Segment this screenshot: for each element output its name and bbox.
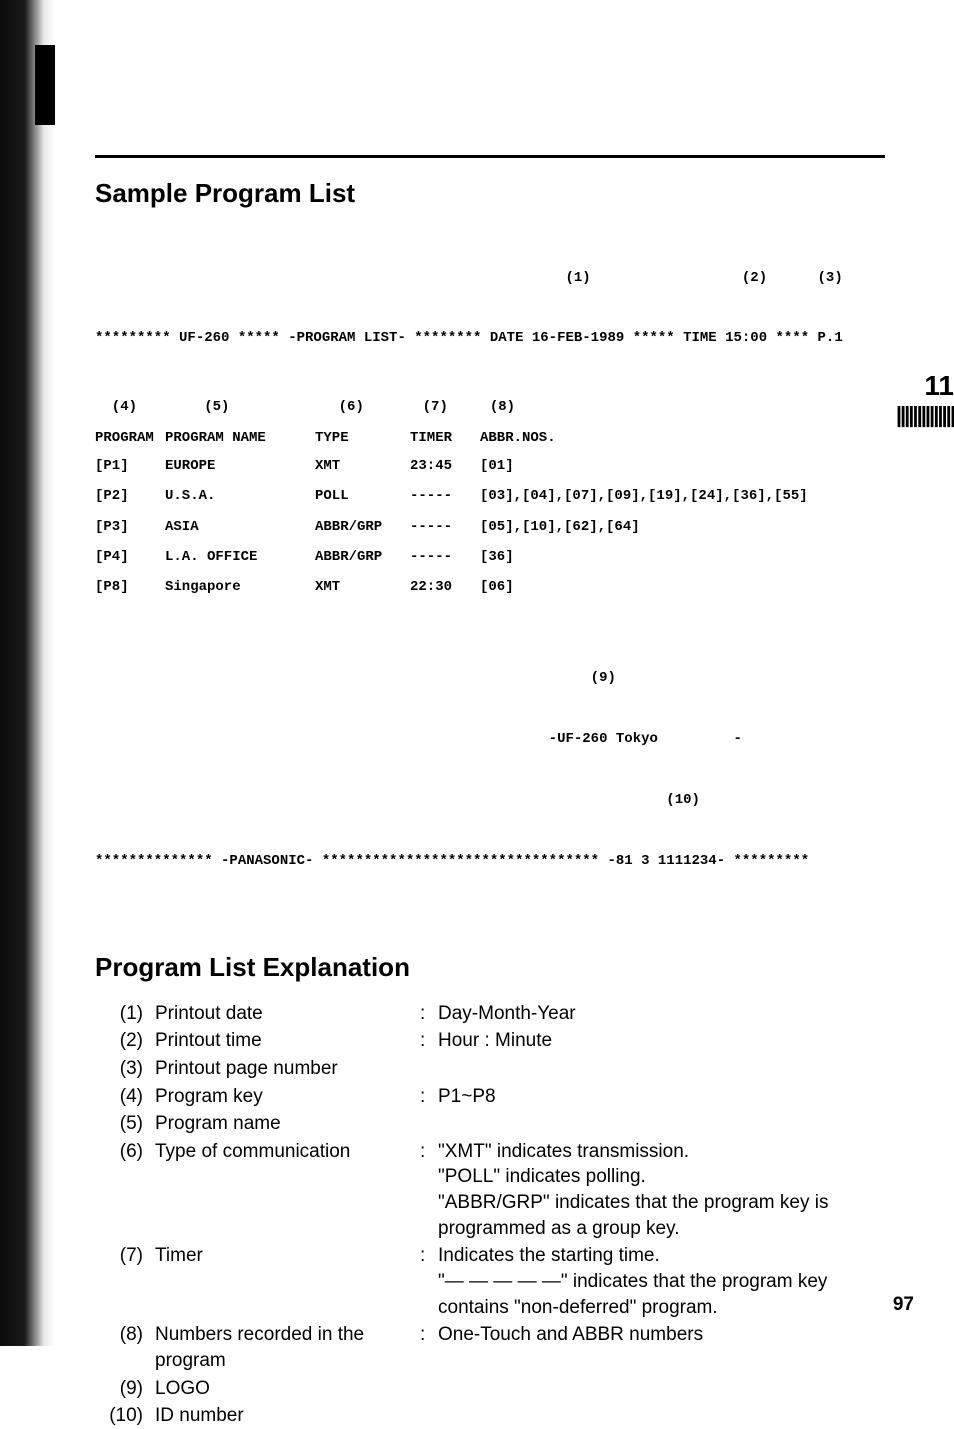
page-number: 97 [893,1294,914,1316]
col-head-abbr: ABBR.NOS. [480,428,885,448]
explanation-row: (8)Numbers recorded in the program:One-T… [95,1322,885,1373]
explanation-num: (10) [95,1403,155,1429]
cell-timer: 22:30 [410,577,480,597]
cell-type: ABBR/GRP [315,517,410,537]
cell-type: ABBR/GRP [315,547,410,567]
explanation-num: (4) [95,1084,155,1110]
explanation-value: Day-Month-Year [438,1001,885,1027]
side-tab-number: 11 [896,370,954,402]
explanation-num: (1) [95,1001,155,1027]
explanation-num: (6) [95,1139,155,1165]
explanation-label: Printout time [155,1028,420,1054]
explanation-colon: : [420,1243,438,1269]
id-tag: (10) [95,790,885,810]
cell-abbr: [06] [480,577,885,597]
explanation-row: (4)Program key:P1~P8 [95,1084,885,1110]
cell-abbr: [03],[04],[07],[09],[19],[24],[36],[55] [480,486,885,506]
table-body: [P1]EUROPEXMT23:45[01][P2]U.S.A.POLL----… [95,456,885,597]
top-rule [95,155,885,158]
id-line: ************** -PANASONIC- *************… [95,851,885,871]
explanation-value: One-Touch and ABBR numbers [438,1322,885,1348]
explanation-row: (2)Printout time:Hour : Minute [95,1028,885,1054]
logo-tag: (9) [95,668,885,688]
explanation-label: ID number [155,1403,420,1429]
explanation-num: (7) [95,1243,155,1269]
cell-abbr: [36] [480,547,885,567]
explanation-colon: : [420,1322,438,1348]
cell-type: POLL [315,486,410,506]
explanation-num: (8) [95,1322,155,1348]
explanation-row: (5)Program name [95,1111,885,1137]
explanation-label: Type of communication [155,1139,420,1165]
cell-type: XMT [315,577,410,597]
side-tab-bars: |||||||||||||| [896,402,954,428]
explanation-row: (10)ID number [95,1403,885,1429]
header-banner: ********* UF-260 ***** -PROGRAM LIST- **… [95,328,885,348]
cell-name: L.A. OFFICE [165,547,315,567]
explanation-value: "XMT" indicates transmission."POLL" indi… [438,1139,885,1242]
explanation-row: (7)Timer:Indicates the starting time."— … [95,1243,885,1320]
explanation-value: P1~P8 [438,1084,885,1110]
explanation-row: (3)Printout page number [95,1056,885,1082]
cell-name: EUROPE [165,456,315,476]
col-head-name: PROGRAM NAME [165,428,315,448]
explanation-colon: : [420,1028,438,1054]
title-explanation: Program List Explanation [95,952,885,983]
table-row: [P3]ASIAABBR/GRP-----[05],[10],[62],[64] [95,517,885,537]
explanation-row: (9)LOGO [95,1376,885,1402]
col-head-program: PROGRAM [95,428,165,448]
explanation-label: Numbers recorded in the program [155,1322,420,1373]
cell-abbr: [01] [480,456,885,476]
explanation-num: (3) [95,1056,155,1082]
cell-program: [P4] [95,547,165,567]
cell-timer: ----- [410,517,480,537]
page-content: Sample Program List (1) (2) (3) ********… [95,155,885,1429]
cell-name: ASIA [165,517,315,537]
cell-program: [P1] [95,456,165,476]
header-markers: (1) (2) (3) [95,268,885,288]
explanation-label: Program key [155,1084,420,1110]
explanation-num: (2) [95,1028,155,1054]
title-sample: Sample Program List [95,178,885,209]
cell-name: U.S.A. [165,486,315,506]
table-row: [P2]U.S.A.POLL-----[03],[04],[07],[09],[… [95,486,885,506]
table-row: [P1]EUROPEXMT23:45[01] [95,456,885,476]
cell-timer: ----- [410,486,480,506]
explanation-label: LOGO [155,1376,420,1402]
side-tab: 11 |||||||||||||| [896,370,954,428]
cell-program: [P8] [95,577,165,597]
scan-binding-shadow [0,0,55,1346]
logo-line: -UF-260 Tokyo - [95,729,885,749]
explanation-row: (6)Type of communication:"XMT" indicates… [95,1139,885,1242]
table-row: [P4]L.A. OFFICEABBR/GRP-----[36] [95,547,885,567]
explanation-list: (1)Printout date:Day-Month-Year(2)Printo… [95,1001,885,1429]
explanation-colon: : [420,1001,438,1027]
cell-program: [P3] [95,517,165,537]
printout-footer: (9) -UF-260 Tokyo - (10) ************** … [95,627,885,911]
cell-name: Singapore [165,577,315,597]
table-header-row: PROGRAM PROGRAM NAME TYPE TIMER ABBR.NOS… [95,428,885,448]
explanation-label: Timer [155,1243,420,1269]
cell-timer: 23:45 [410,456,480,476]
cell-program: [P2] [95,486,165,506]
table-row: [P8]SingaporeXMT22:30[06] [95,577,885,597]
explanation-num: (5) [95,1111,155,1137]
printout-block: (1) (2) (3) ********* UF-260 ***** -PROG… [95,227,885,389]
explanation-value: Indicates the starting time."— — — — —" … [438,1243,885,1320]
scan-notch [35,45,55,125]
explanation-colon: : [420,1139,438,1165]
explanation-row: (1)Printout date:Day-Month-Year [95,1001,885,1027]
col-head-type: TYPE [315,428,410,448]
explanation-num: (9) [95,1376,155,1402]
cell-timer: ----- [410,547,480,567]
cell-type: XMT [315,456,410,476]
explanation-label: Printout date [155,1001,420,1027]
explanation-label: Printout page number [155,1056,420,1082]
column-tags: (4) (5) (6) (7) (8) [95,397,885,417]
explanation-colon: : [420,1084,438,1110]
cell-abbr: [05],[10],[62],[64] [480,517,885,537]
col-head-timer: TIMER [410,428,480,448]
explanation-value: Hour : Minute [438,1028,885,1054]
explanation-label: Program name [155,1111,420,1137]
